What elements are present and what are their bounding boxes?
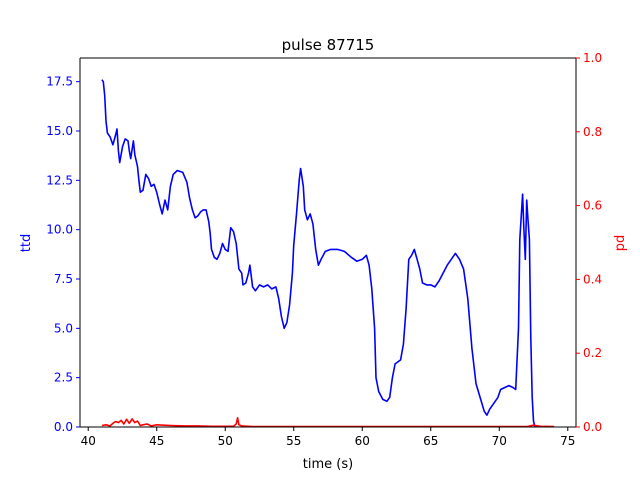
x-tick-label: 75 bbox=[560, 434, 575, 448]
y-right-tick-label: 0.0 bbox=[583, 420, 602, 434]
y-left-tick-label: 17.5 bbox=[46, 75, 73, 89]
x-tick-label: 55 bbox=[286, 434, 301, 448]
y-right-tick-label: 0.6 bbox=[583, 199, 602, 213]
y-left-tick-label: 7.5 bbox=[54, 272, 73, 286]
y-left-tick-label: 12.5 bbox=[46, 173, 73, 187]
plot-area: 40 45 50 55 60 65 70 75 0.0 2.5 5.0 7.5 10.0 12.5 15.0… bbox=[46, 51, 602, 448]
y-left-tick-label: 2.5 bbox=[54, 371, 73, 385]
chart-title: pulse 87715 bbox=[282, 36, 375, 54]
y-left-tick-label: 15.0 bbox=[46, 124, 73, 138]
x-tick-label: 50 bbox=[218, 434, 233, 448]
x-tick-label: 65 bbox=[423, 434, 438, 448]
y-axis-label-right: pd bbox=[613, 235, 628, 252]
y-right-tick-label: 0.8 bbox=[583, 125, 602, 139]
y-left-tick-label: 10.0 bbox=[46, 223, 73, 237]
x-tick-label: 70 bbox=[492, 434, 507, 448]
y-left-tick-label: 0.0 bbox=[54, 420, 73, 434]
x-axis-label: time (s) bbox=[303, 457, 353, 472]
x-tick-label: 45 bbox=[149, 434, 164, 448]
y-right-tick-label: 1.0 bbox=[583, 51, 602, 65]
y-right-tick-label: 0.2 bbox=[583, 346, 602, 360]
x-tick-label: 60 bbox=[355, 434, 370, 448]
y-right-tick-label: 0.4 bbox=[583, 272, 602, 286]
y-axis-label-left: ttd bbox=[19, 234, 34, 252]
y-left-tick-label: 5.0 bbox=[54, 321, 73, 335]
ttd-series-line bbox=[101, 79, 536, 427]
x-tick-label: 40 bbox=[81, 434, 96, 448]
